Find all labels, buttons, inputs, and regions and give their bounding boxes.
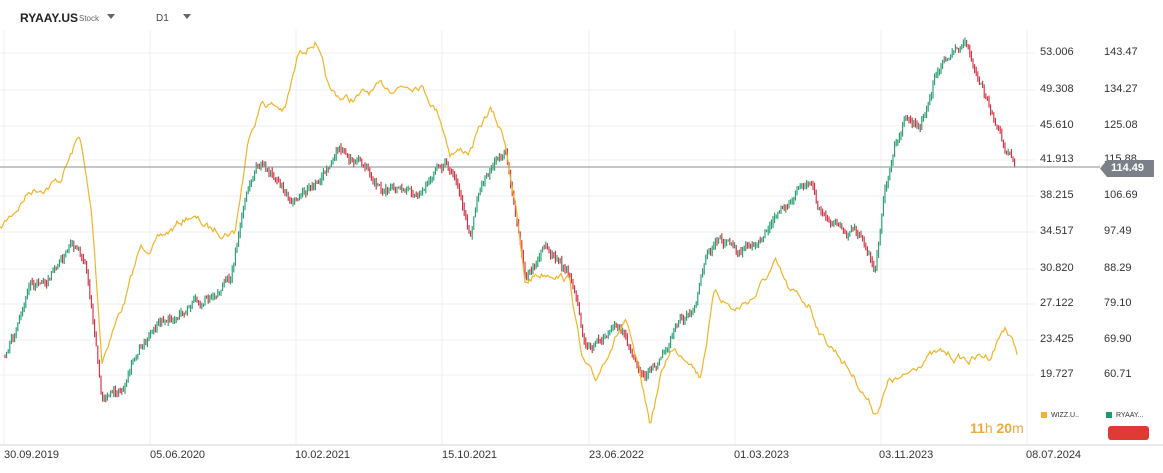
left-axis-tick-label: 41.913 (1040, 153, 1074, 165)
legend-ryaay-label: RYAAY... (1116, 412, 1144, 419)
right-axis-tick-label: 79.10 (1104, 297, 1132, 309)
right-axis-tick-label: 69.90 (1104, 333, 1132, 345)
current-price-tag-shape (1100, 160, 1154, 177)
left-axis-tick-label: 27.122 (1040, 297, 1074, 309)
ryaay-candles (4, 37, 1016, 403)
legend-item-ryaay[interactable]: RYAAY... (1106, 412, 1144, 419)
wizz-color-swatch (1041, 412, 1047, 419)
right-axis-tick-label: 106.69 (1104, 189, 1138, 201)
chart-toolbar: RYAAY.US Stock D1 (0, 0, 1163, 32)
current-price-value: 114.49 (1111, 162, 1145, 174)
left-axis-tick-label: 45.610 (1040, 119, 1074, 131)
right-axis-tick-label: 60.71 (1104, 368, 1132, 380)
x-axis-date-label: 15.10.2021 (442, 449, 498, 461)
legend-wizz-label: WIZZ.U.. (1051, 412, 1079, 419)
x-axis-date-label: 05.06.2020 (150, 449, 206, 461)
right-axis-tick-label: 97.49 (1104, 225, 1132, 237)
right-axis-tick-label: 134.27 (1104, 83, 1138, 95)
right-axis-tick-label: 125.08 (1104, 119, 1138, 131)
red-status-button[interactable] (1108, 426, 1149, 440)
timer-minutes-unit: m (1012, 420, 1024, 436)
left-axis-tick-label: 38.215 (1040, 189, 1074, 201)
right-axis-tick-label: 143.47 (1104, 46, 1138, 58)
x-axis-date-label: 10.02.2021 (295, 449, 351, 461)
timer-minutes: 20 (996, 420, 1013, 436)
timeframe-selector[interactable]: D1 (156, 13, 169, 24)
right-axis-tick-label: 88.29 (1104, 262, 1132, 274)
x-axis-date-label: 01.03.2023 (734, 449, 790, 461)
left-axis-tick-label: 19.727 (1040, 368, 1074, 380)
left-axis-tick-label: 30.820 (1040, 262, 1074, 274)
instrument-type-label: Stock (79, 14, 100, 23)
x-axis-date-label: 23.06.2022 (589, 449, 645, 461)
timeframe-chevron-down-icon[interactable] (183, 14, 191, 19)
ryaay-color-swatch (1106, 412, 1112, 419)
x-axis-date-label: 30.09.2019 (4, 449, 60, 461)
legend-item-wizz[interactable]: WIZZ.U.. (1041, 412, 1079, 419)
candle-countdown-timer: 11h 20m (970, 420, 1024, 436)
x-axis-date-label: 08.07.2024 (1026, 449, 1082, 461)
wizz-series-line (0, 40, 1018, 424)
left-axis-tick-label: 53.006 (1040, 46, 1074, 58)
left-axis-tick-label: 34.517 (1040, 225, 1074, 237)
chart-grid (0, 30, 1035, 445)
symbol-selector[interactable]: RYAAY.US (20, 11, 79, 25)
x-axis-date-label: 03.11.2023 (879, 449, 934, 461)
left-axis-tick-label: 23.425 (1040, 333, 1074, 345)
timer-hours-unit: h (984, 420, 993, 436)
left-axis-tick-label: 49.308 (1040, 83, 1074, 95)
timer-hours: 11 (970, 420, 985, 436)
symbol-dropdown-chevron-down-icon[interactable] (107, 14, 115, 19)
